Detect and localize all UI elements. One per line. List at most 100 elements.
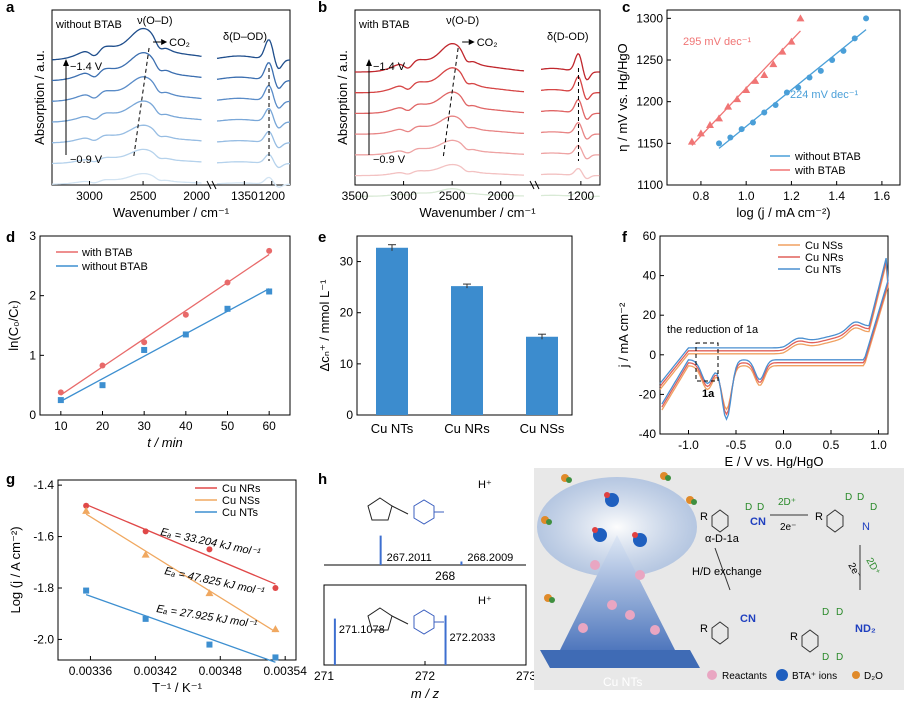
benzene-2 [826, 509, 844, 533]
data-point [769, 60, 778, 68]
data-point [182, 311, 189, 318]
spectrum-side-3 [216, 85, 291, 109]
plot-frame-d [39, 235, 291, 416]
data-point [272, 654, 279, 661]
y-tick-label: -1.4 [33, 478, 54, 492]
data-point [724, 102, 733, 110]
x-tick-label: 271 [314, 669, 334, 683]
x-tick-label: 30 [137, 419, 151, 433]
electrode-base [540, 650, 700, 668]
data-point [82, 506, 91, 514]
x-tick-label: 40 [179, 419, 193, 433]
y-tick-label: 0 [29, 408, 36, 422]
spectrum-main-7 [52, 172, 202, 185]
ms-peak-label: 272.2033 [450, 632, 496, 644]
cone-label: Cu NTs [603, 675, 642, 689]
data-point [761, 109, 768, 116]
step1-label: 2D⁺ [778, 497, 796, 508]
data-point [141, 339, 148, 346]
d2o-atom [665, 475, 671, 481]
x-tick-label: 0.0 [775, 438, 792, 452]
y-axis-label: Log (j / A cm⁻²) [8, 526, 23, 613]
fit-line-0 [85, 503, 276, 585]
peak-dash-nu [133, 47, 150, 158]
x-tick-label: 2000 [183, 189, 210, 203]
x-tick-label: 20 [96, 419, 110, 433]
reactant-sphere [578, 623, 588, 633]
spectrum-main-5 [52, 124, 202, 144]
slope-label-with: 295 mV dec⁻¹ [683, 36, 752, 48]
x-axis-label: m / z [411, 686, 440, 701]
solvation-halo [537, 477, 697, 577]
spectrum-main-4 [51, 100, 202, 123]
data-point [817, 67, 824, 74]
data-point [142, 615, 149, 622]
panel-letter-e: e [318, 229, 326, 246]
step1b-label: 2e⁻ [780, 522, 796, 533]
x-tick-label: 1350 [231, 189, 258, 203]
legend-label: Cu NSs [805, 240, 843, 252]
exchange-label: H/D exchange [692, 566, 762, 578]
co2-arrowhead [161, 39, 168, 45]
co2-arrowhead [468, 39, 475, 45]
structure-bottom-benzene [413, 609, 435, 635]
y-tick-label: 3 [29, 229, 36, 243]
d-label: D [857, 492, 864, 503]
panel-letter-f: f [622, 229, 628, 246]
data-point [99, 362, 106, 369]
panel-letter-b: b [318, 0, 327, 16]
d-label: D [757, 502, 764, 513]
x-axis-label: T⁻¹ / K⁻¹ [152, 680, 203, 695]
spectrum-side-2 [540, 75, 600, 101]
fit-line-1 [85, 513, 276, 633]
data-point [696, 129, 705, 137]
plot-frame-a [51, 9, 291, 186]
legend-label: Reactants [722, 671, 767, 682]
spectrum-main-4 [355, 115, 525, 135]
legend-label: without BTAB [794, 151, 861, 163]
plot-frame-c [666, 9, 901, 186]
benzene-1 [711, 509, 729, 533]
data-point [142, 528, 149, 535]
structure-top-ring [367, 497, 393, 521]
y-tick-label: 1100 [637, 178, 663, 192]
legend-reactant [707, 670, 717, 680]
spectrum-main-5 [354, 139, 525, 156]
legend-label: D₂O [864, 671, 883, 682]
d-label: D [870, 502, 877, 513]
fit-line-1 [60, 288, 270, 402]
spectrum-main-1 [355, 42, 525, 73]
data-point [749, 119, 756, 126]
d-label: D [745, 502, 752, 513]
x-tick-label: 50 [221, 419, 235, 433]
axis-break [211, 180, 217, 190]
legend-d2o [852, 671, 860, 679]
r-label-1: R [700, 511, 708, 523]
spectrum-main-3 [355, 91, 525, 115]
cv-curve-cu-nss [659, 263, 889, 411]
cv-curve-cu-nrs [659, 260, 889, 416]
ms-peak-label: 268.2009 [467, 552, 513, 564]
reactant-sphere [625, 610, 635, 620]
spectrum-side-7 [540, 190, 600, 199]
data-point [224, 305, 231, 312]
panel-subtitle: with BTAB [358, 19, 410, 31]
reactant-sphere [607, 600, 617, 610]
legend-label: Cu NSs [222, 495, 260, 507]
y-axis-label: Absorption / a.u. [32, 50, 47, 145]
axis-break [206, 180, 212, 190]
data-point [787, 37, 796, 45]
data-point [83, 587, 90, 594]
data-point [57, 389, 64, 396]
d-label: D [822, 652, 829, 663]
ea-label-nrs: Eₐ = 33.204 kJ mol⁻¹ [159, 526, 261, 559]
legend-label: Cu NRs [222, 483, 261, 495]
cn-label: CN [750, 516, 766, 528]
data-point [795, 84, 802, 91]
potential-arrowhead [366, 59, 372, 66]
annotation-co2: CO₂ [169, 37, 190, 49]
legend-label: Cu NTs [222, 507, 259, 519]
panel-letter-g: g [6, 471, 15, 488]
ms-peak-label: 271.1078 [339, 624, 385, 636]
structure-top-bond [391, 505, 409, 515]
